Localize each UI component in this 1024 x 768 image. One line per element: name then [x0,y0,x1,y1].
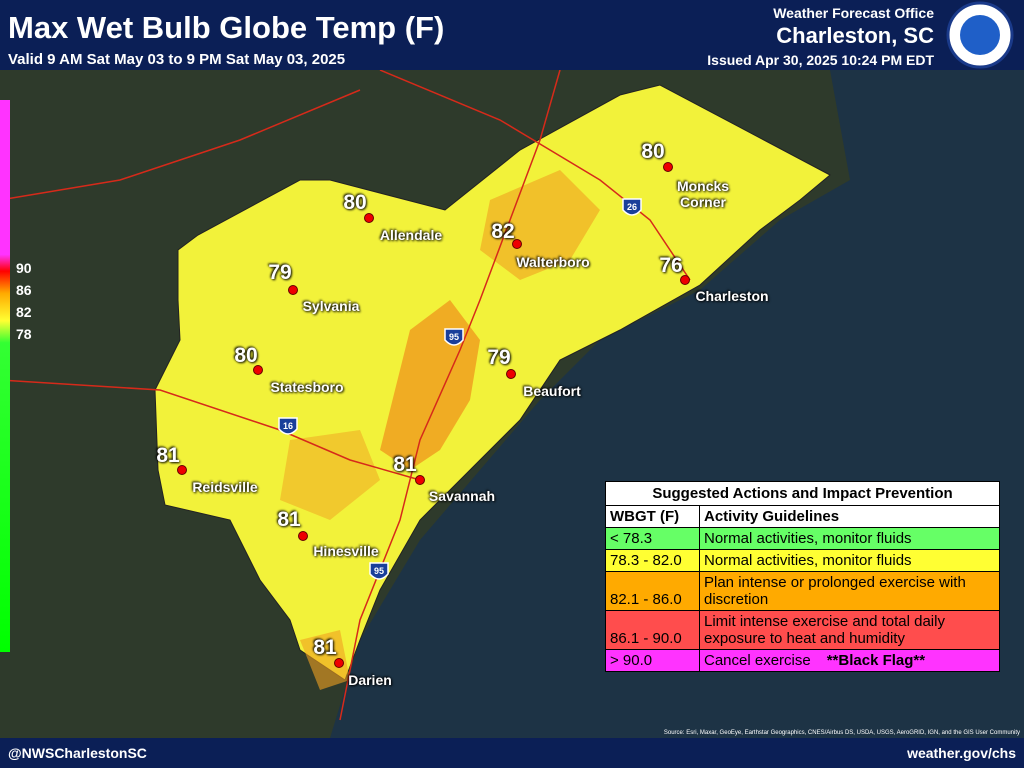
city-dot [512,239,522,249]
road [379,69,691,281]
road [0,89,361,201]
guideline-text: Limit intense exercise and total daily e… [704,613,945,647]
city-value: 76 [659,254,683,277]
table-title: Suggested Actions and Impact Prevention [652,485,953,502]
city-name: Reidsville [192,479,258,495]
city-dot [298,531,308,541]
scale-tick-label: 86 [16,282,32,298]
color-scale-bar [0,100,10,652]
nws-logo-inner [960,15,1000,55]
shield [369,562,389,580]
city-value: 80 [343,191,367,214]
issued: Issued Apr 30, 2025 10:24 PM EDT [707,52,934,68]
city-value: 80 [234,344,258,367]
scale-tick-label: 78 [16,326,32,342]
header-cell: Activity Guidelines [704,508,840,525]
city-name: Hinesville [313,543,379,559]
orange-area [480,170,600,280]
guideline-cell: Cancel exercise **Black Flag** [700,650,999,671]
shield [622,198,642,216]
title: Max Wet Bulb Globe Temp (F) [8,10,444,45]
range-cell: 78.3 - 82.0 [606,550,700,571]
city-value: 81 [277,508,301,531]
shield-label: 26 [627,202,637,212]
city-dot [253,365,263,375]
city-dot [415,475,425,485]
range-cell: 82.1 - 86.0 [606,572,700,610]
scale-tick-label: 82 [16,304,32,320]
city-dot [364,213,374,223]
guideline-cell: Plan intense or prolonged exercise with … [700,572,999,610]
city-value: 79 [268,261,292,284]
city-value: 79 [487,346,511,369]
city-dot [506,369,516,379]
scale-ticks: 90 86 82 78 [16,260,32,342]
guideline-cell: Limit intense exercise and total daily e… [700,611,999,649]
guideline-cell: Normal activities, monitor fluids [700,528,999,549]
city-value: 81 [313,636,337,659]
location: Charleston, SC [776,23,934,48]
city-value: 80 [641,140,665,163]
footer-band [0,738,1024,768]
guideline-text: Normal activities, monitor fluids [704,552,912,569]
city-dot [680,275,690,285]
city-dot [663,162,673,172]
forecast-area [154,84,831,681]
city-name: Savannah [428,488,496,504]
handle: @NWSCharlestonSC [8,745,147,761]
scale-tick-label: 90 [16,260,32,276]
guidance-table: Suggested Actions and Impact Prevention W… [605,481,1000,672]
city-name: Allendale [379,227,443,243]
valid-time: Valid 9 AM Sat May 03 to 9 PM Sat May 03… [8,51,345,68]
range-cell: < 78.3 [606,528,700,549]
orange-area [300,630,350,690]
orange-area [280,430,380,520]
shield-label: 95 [374,566,384,576]
highway-shields: 26 95 16 95 [278,198,642,580]
city-value: 81 [393,453,417,476]
table-row: > 90.0 Cancel exercise **Black Flag** [606,649,999,671]
black-flag-note: **Black Flag** [826,652,926,669]
header-cell: WBGT (F) [606,506,700,527]
city-name: Walterboro [516,254,590,270]
guideline-text: Plan intense or prolonged exercise with … [704,574,966,608]
shield [278,417,298,435]
table-row: < 78.3 Normal activities, monitor fluids [606,527,999,549]
header-band [0,0,1024,70]
shield-label: 95 [449,332,459,342]
city-dot [334,658,344,668]
city-name: Moncks Corner [676,178,730,210]
city-name: Charleston [695,288,769,304]
website: weather.gov/chs [906,745,1016,761]
shield [444,328,464,346]
table-header: WBGT (F) Activity Guidelines [606,505,999,527]
table-row: 86.1 - 90.0 Limit intense exercise and to… [606,610,999,649]
city-name: Darien [348,672,392,688]
guideline-cell: Normal activities, monitor fluids [700,550,999,571]
road [339,69,561,721]
guideline-text: Cancel exercise [704,652,811,669]
city-dot [288,285,298,295]
city-dot [177,465,187,475]
city-value: 82 [491,220,515,243]
office: Weather Forecast Office [773,5,934,21]
shield-label: 16 [283,421,293,431]
city-name: Sylvania [302,298,360,314]
table-row: 82.1 - 86.0 Plan intense or prolonged exe… [606,571,999,610]
range-cell: 86.1 - 90.0 [606,611,700,649]
range-cell: > 90.0 [606,650,700,671]
table-row: 78.3 - 82.0 Normal activities, monitor fl… [606,549,999,571]
source: Source: Esri, Maxar, GeoEye, Earthstar G… [664,730,1020,736]
city-name: Beaufort [523,383,581,399]
guideline-text: Normal activities, monitor fluids [704,530,912,547]
city-name: Statesboro [270,379,344,395]
city-value: 81 [156,444,180,467]
